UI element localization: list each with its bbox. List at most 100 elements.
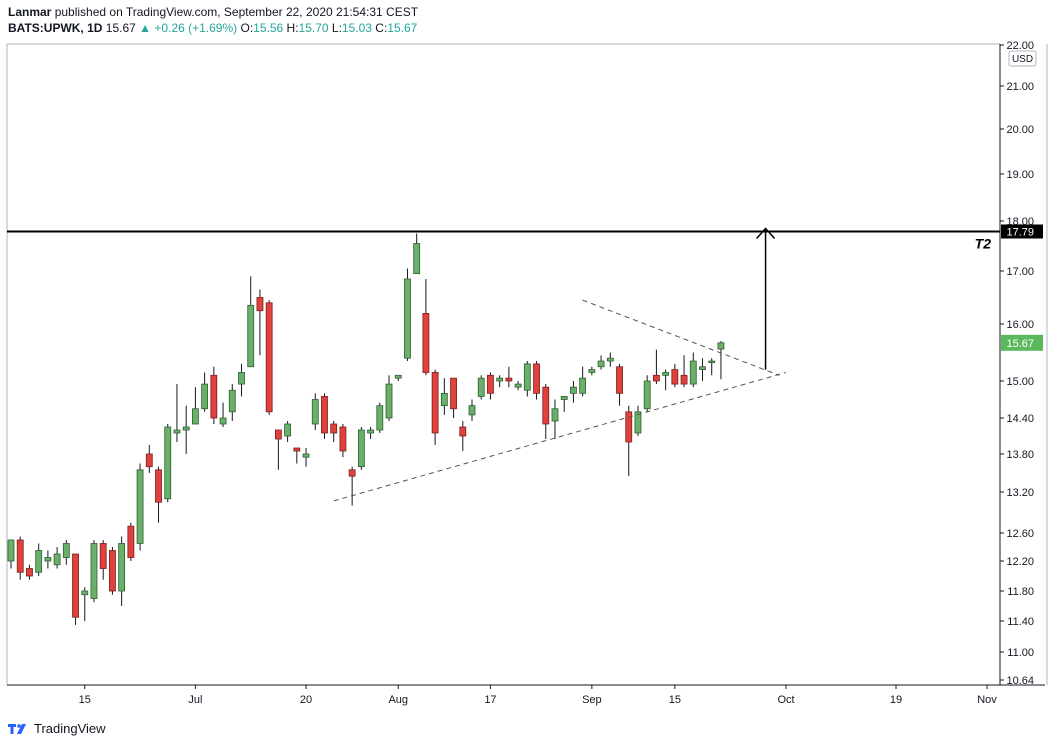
candle-body: [487, 374, 494, 394]
time-tick-label: Aug: [388, 694, 408, 706]
candle-body: [477, 377, 485, 397]
candle-body: [90, 543, 98, 599]
resistance-price-tag: [1001, 224, 1043, 239]
candle-body: [708, 360, 716, 363]
time-tick-label: 19: [890, 694, 902, 706]
candle-body: [542, 386, 550, 425]
candle-body: [26, 568, 33, 577]
time-tick-label: Nov: [977, 694, 997, 706]
candle-body: [99, 543, 107, 569]
candle-body: [357, 429, 365, 468]
time-tick-label: Jul: [188, 694, 202, 706]
current-price-tag: [1001, 334, 1043, 351]
target-arrow-head: [756, 227, 776, 240]
candle-body: [72, 553, 79, 618]
price-tick-label: 12.60: [1006, 528, 1034, 540]
candle-body: [699, 366, 706, 370]
currency-badge: [1008, 50, 1037, 67]
candle-body: [182, 426, 190, 431]
price-chart[interactable]: 22.0021.0020.0019.0018.0017.0016.0015.00…: [0, 0, 1052, 720]
candle-body: [431, 372, 439, 434]
candle-body: [671, 369, 679, 385]
price-tick-label: 22.00: [1006, 40, 1034, 52]
candle-body: [35, 550, 43, 573]
candle-body: [523, 363, 531, 391]
candle-body: [662, 372, 670, 376]
candle-body: [321, 396, 328, 434]
time-tick-label: 20: [300, 694, 312, 706]
price-tick-label: 17.00: [1006, 266, 1034, 278]
candle-body: [367, 429, 374, 434]
candle-body: [44, 557, 52, 562]
last-price: 15.67: [105, 21, 136, 35]
price-tick-label: 11.80: [1007, 586, 1034, 598]
price-tick-label: 13.20: [1006, 487, 1034, 499]
tradingview-brand[interactable]: TradingView: [34, 721, 106, 736]
symbol-name: BATS:UPWK, 1D: [8, 21, 103, 35]
candle-body: [53, 553, 61, 566]
price-tick-label: 19.00: [1006, 169, 1034, 181]
candle-body: [413, 243, 421, 275]
time-tick-label: Sep: [582, 694, 602, 706]
candle-body: [597, 360, 605, 368]
candle-body: [127, 525, 135, 558]
candles-group: [7, 233, 725, 625]
candle-body: [514, 383, 522, 388]
tradingview-logo-icon[interactable]: [8, 722, 30, 736]
candle-body: [81, 590, 89, 596]
candle-body: [155, 469, 162, 503]
lower-trendline: [333, 371, 787, 502]
candle-body: [16, 539, 24, 573]
candle-body: [634, 411, 642, 434]
candle-body: [118, 543, 126, 592]
candle-body: [625, 411, 633, 443]
publish-info: published on TradingView.com, September …: [54, 5, 419, 19]
candle-body: [219, 417, 227, 425]
open-value: 15.56: [253, 21, 284, 35]
candle-body: [505, 377, 513, 382]
candle-body: [7, 539, 15, 562]
candle-body: [256, 297, 264, 312]
candle-body: [459, 426, 467, 437]
candle-body: [468, 405, 476, 416]
candle-body: [570, 386, 577, 394]
candle-body: [238, 372, 245, 385]
candle-body: [339, 426, 347, 452]
low-value: 15.03: [341, 21, 372, 35]
time-tick-label: 15: [79, 694, 91, 706]
candle-body: [616, 366, 623, 394]
close-value: 15.67: [387, 21, 418, 35]
candle-body: [450, 377, 457, 410]
candle-body: [109, 550, 116, 592]
high-value: 15.70: [298, 21, 329, 35]
price-tick-label: 11.40: [1007, 616, 1034, 628]
price-change: +0.26 (+1.69%): [154, 21, 238, 35]
candle-body: [680, 374, 688, 385]
high-label: H:: [286, 21, 299, 35]
candle-body: [606, 357, 614, 362]
candle-body: [717, 342, 725, 350]
author-name[interactable]: Lanmar: [8, 5, 52, 19]
candle-body: [293, 447, 301, 452]
candle-body: [136, 469, 144, 544]
candle-body: [164, 426, 172, 500]
candle-body: [394, 374, 402, 379]
currency-label: USD: [1012, 54, 1033, 65]
candle-body: [284, 423, 292, 437]
candle-body: [440, 392, 448, 407]
candle-body: [689, 360, 697, 385]
candle-body: [560, 396, 568, 400]
candle-body: [579, 377, 587, 394]
chart-header: Lanmar published on TradingView.com, Sep…: [8, 4, 418, 36]
price-tick-label: 15.00: [1006, 376, 1034, 388]
candle-body: [302, 453, 310, 458]
publish-line: Lanmar published on TradingView.com, Sep…: [8, 4, 418, 20]
candle-body: [145, 453, 153, 468]
candle-body: [173, 429, 181, 434]
price-tick-label: 14.40: [1006, 413, 1034, 425]
resistance-price-label: 17.79: [1006, 227, 1034, 239]
close-label: C:: [375, 21, 388, 35]
open-label: O:: [240, 21, 254, 35]
price-tick-label: 16.00: [1006, 319, 1034, 331]
candle-body: [228, 389, 236, 413]
